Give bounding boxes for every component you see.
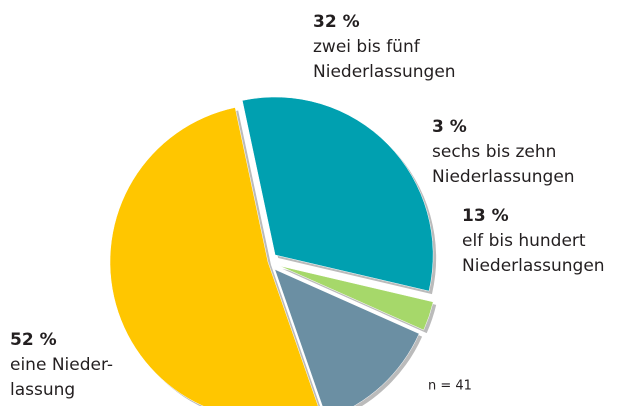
pie-slice: [241, 96, 434, 292]
pie-slice: [274, 268, 420, 406]
category-label: sechs bis zehn Niederlassungen: [432, 142, 575, 187]
category-label: eine Nieder-lassung: [10, 355, 113, 400]
pie-slice: [109, 107, 319, 406]
value-label: 3 %: [432, 117, 467, 137]
value-label: 13 %: [462, 206, 509, 226]
category-label: elf bis hundert Niederlassungen: [462, 231, 605, 276]
value-label: 32 %: [313, 12, 360, 32]
annotation: n = 41: [428, 379, 472, 394]
pie-slice: [279, 265, 434, 331]
value-label: 52 %: [10, 330, 57, 350]
category-label: zwei bis fünf Niederlassungen: [313, 37, 456, 82]
